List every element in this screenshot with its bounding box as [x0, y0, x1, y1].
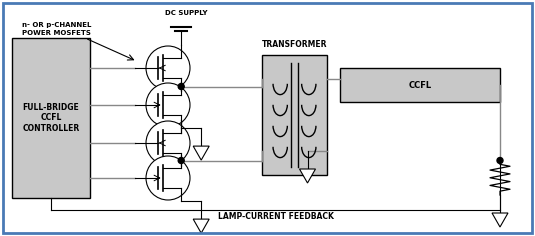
Circle shape — [497, 157, 503, 164]
Bar — [340, 68, 500, 102]
Bar — [262, 55, 327, 175]
Polygon shape — [193, 219, 209, 233]
Circle shape — [146, 83, 190, 127]
Circle shape — [146, 121, 190, 165]
Circle shape — [178, 157, 184, 164]
Text: POWER MOSFETS: POWER MOSFETS — [22, 30, 91, 36]
Polygon shape — [492, 213, 508, 227]
Text: DC SUPPLY: DC SUPPLY — [165, 10, 208, 16]
Text: FULL-BRIDGE
CCFL
CONTROLLER: FULL-BRIDGE CCFL CONTROLLER — [22, 103, 80, 133]
Polygon shape — [300, 169, 316, 183]
Circle shape — [146, 46, 190, 90]
Circle shape — [178, 84, 184, 89]
Text: CCFL: CCFL — [408, 80, 432, 89]
Text: TRANSFORMER: TRANSFORMER — [262, 40, 327, 49]
Text: LAMP-CURRENT FEEDBACK: LAMP-CURRENT FEEDBACK — [218, 212, 333, 221]
Circle shape — [146, 156, 190, 200]
Bar — [12, 38, 90, 198]
Text: n- OR p-CHANNEL: n- OR p-CHANNEL — [22, 22, 91, 28]
Polygon shape — [193, 146, 209, 160]
